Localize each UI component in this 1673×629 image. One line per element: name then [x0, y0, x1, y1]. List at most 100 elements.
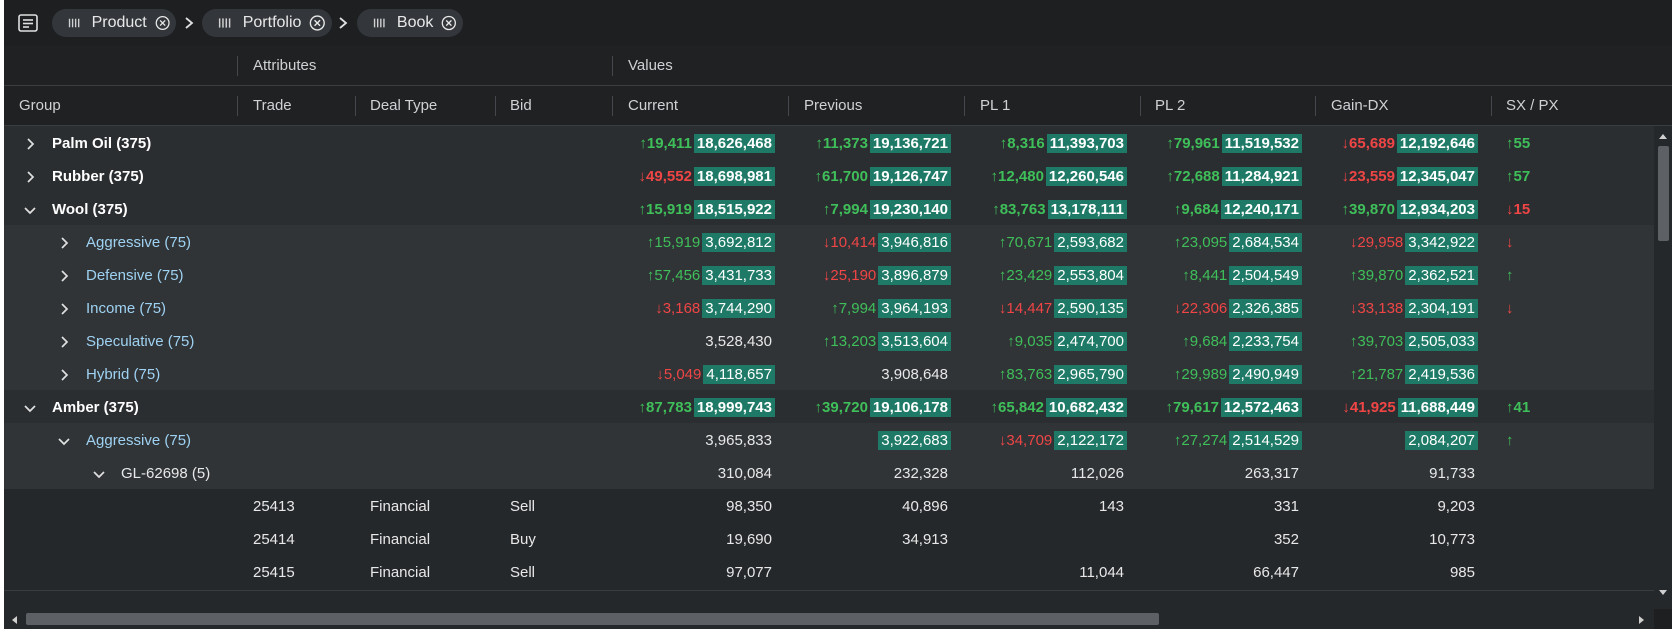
delta-value: 33,138	[1357, 300, 1404, 317]
table-menu-icon[interactable]	[17, 12, 39, 34]
chevron-right-icon[interactable]	[56, 301, 72, 317]
horizontal-scroll-thumb[interactable]	[26, 613, 1159, 625]
chevron-down-icon[interactable]	[56, 433, 72, 449]
remove-circle-icon[interactable]	[309, 14, 326, 32]
remove-circle-icon[interactable]	[441, 14, 457, 32]
grip-icon[interactable]	[218, 16, 233, 30]
group-row[interactable]: Palm Oil (375) ↑19,411 18,626,468 ↑11,373 19…	[4, 126, 1654, 162]
group-cell[interactable]: Speculative (75)	[56, 324, 194, 359]
group-chip-book[interactable]: Book	[357, 9, 463, 37]
group-chip-product[interactable]: Product	[52, 9, 176, 37]
chevron-right-icon[interactable]	[22, 169, 38, 185]
delta-value: 57,456	[654, 267, 701, 284]
grip-icon[interactable]	[68, 16, 82, 30]
delta-value: 7,994	[838, 300, 877, 317]
delta-up: ↑41	[1506, 399, 1530, 416]
delta-up: ↑79,617	[1166, 399, 1219, 416]
chevron-down-icon[interactable]	[22, 400, 38, 416]
delta-up: ↑39,870	[1342, 201, 1395, 218]
table-row[interactable]: 25414 Financial Buy 19,690 34,913 352 10,773	[4, 522, 1654, 558]
delta-value: 34,709	[1006, 432, 1053, 449]
group-cell[interactable]: Defensive (75)	[56, 258, 184, 293]
scroll-left-arrow-icon[interactable]	[10, 615, 18, 625]
scroll-up-arrow-icon[interactable]	[1658, 132, 1668, 140]
header-pl1[interactable]: PL 1	[980, 97, 1011, 114]
cell-value: 2,490,949	[1229, 365, 1302, 384]
group-label: Amber (375)	[52, 399, 139, 416]
chevron-right-icon[interactable]	[56, 268, 72, 284]
group-row[interactable]: GL-62698 (5) 310,084 232,328 112,026 263,317…	[4, 456, 1654, 492]
cell-value: 985	[1449, 564, 1475, 581]
group-row[interactable]: Amber (375) ↑87,783 18,999,743 ↑39,720 19,10…	[4, 390, 1654, 426]
vertical-scrollbar[interactable]	[1654, 126, 1672, 609]
group-cell[interactable]: Palm Oil (375)	[22, 126, 151, 161]
arrow-up-icon: ↑	[646, 234, 655, 251]
group-cell[interactable]: Hybrid (75)	[56, 357, 160, 392]
table-row[interactable]: 25413 Financial Sell 98,350 40,896 143 331 9,20…	[4, 489, 1654, 525]
gain-dx-cell: ↑39,870 12,934,203	[4, 192, 1478, 227]
header-sx-px[interactable]: SX / PX	[1506, 97, 1559, 114]
previous-cell: ↑7,994 3,964,193	[4, 291, 951, 326]
header-group-attributes[interactable]: Attributes	[253, 57, 317, 74]
header-deal-type[interactable]: Deal Type	[370, 97, 438, 114]
chevron-right-icon[interactable]	[22, 136, 38, 152]
delta-value: 65,842	[998, 399, 1044, 416]
header-pl2[interactable]: PL 2	[1155, 97, 1186, 114]
header-current[interactable]: Current	[628, 97, 679, 114]
group-row[interactable]: Speculative (75) 3,528,430 ↑13,203 3,513,60…	[4, 324, 1654, 360]
header-group-values[interactable]: Values	[628, 57, 673, 74]
grip-icon[interactable]	[373, 16, 387, 30]
delta-value: 57	[1513, 168, 1531, 185]
chevron-right-icon[interactable]	[56, 334, 72, 350]
header-group[interactable]: Group	[19, 97, 61, 114]
group-row[interactable]: Hybrid (75) ↓5,049 4,118,657 3,908,648 ↑83,7…	[4, 357, 1654, 393]
scroll-down-arrow-icon[interactable]	[1658, 589, 1668, 597]
pl1-cell: ↑70,671 2,593,682	[4, 225, 1127, 260]
group-cell[interactable]: GL-62698 (5)	[91, 456, 210, 491]
header-trade[interactable]: Trade	[253, 97, 292, 114]
group-row[interactable]: Income (75) ↓3,168 3,744,290 ↑7,994 3,964,19…	[4, 291, 1654, 327]
chevron-right-icon[interactable]	[56, 367, 72, 383]
chevron-right-icon[interactable]	[56, 235, 72, 251]
cell-value: 12,192,646	[1396, 134, 1478, 153]
delta-up: ↑9,684	[1182, 333, 1227, 350]
group-cell[interactable]: Amber (375)	[22, 390, 139, 425]
header-previous[interactable]: Previous	[804, 97, 863, 114]
remove-circle-icon[interactable]	[155, 14, 170, 32]
table-row[interactable]: 25415 Financial Sell 97,077 11,044 66,447 985	[4, 555, 1654, 591]
group-row[interactable]: Wool (375) ↑15,919 18,515,922 ↑7,994 19,230,…	[4, 192, 1654, 228]
cell-value: 3,342,922	[1405, 233, 1478, 252]
arrow-up-icon: ↑	[815, 135, 823, 152]
group-row[interactable]: Aggressive (75) 3,965,833 3,922,683 ↓34,709…	[4, 423, 1654, 459]
chevron-down-icon[interactable]	[22, 202, 38, 218]
cell-value: 3,965,833	[705, 432, 772, 449]
scroll-right-arrow-icon[interactable]	[1638, 615, 1646, 625]
group-row[interactable]: Rubber (375) ↓49,552 18,698,981 ↑61,700 19,1…	[4, 159, 1654, 195]
group-cell[interactable]: Wool (375)	[22, 192, 128, 227]
group-cell[interactable]: Rubber (375)	[22, 159, 144, 194]
group-row[interactable]: Aggressive (75) ↑15,919 3,692,812 ↓10,414 3,…	[4, 225, 1654, 261]
group-cell[interactable]: Aggressive (75)	[56, 423, 191, 458]
delta-up: ↑	[1506, 432, 1514, 449]
header-bid[interactable]: Bid	[510, 97, 532, 114]
pl2-cell: 352	[4, 522, 1302, 557]
header-gain-dx[interactable]: Gain-DX	[1331, 97, 1389, 114]
group-row[interactable]: Defensive (75) ↑57,456 3,431,733 ↓25,190 3,8…	[4, 258, 1654, 294]
arrow-down-icon: ↓	[1342, 399, 1350, 416]
group-label: Defensive (75)	[86, 267, 184, 284]
cell-value: 19,106,178	[869, 398, 951, 417]
cell-value: 2,684,534	[1229, 233, 1302, 252]
group-chip-portfolio[interactable]: Portfolio	[202, 9, 332, 37]
delta-up: ↑15,919	[647, 234, 700, 251]
delta-down: ↓14,447	[999, 300, 1052, 317]
pl1-cell: 11,044	[4, 555, 1127, 590]
vertical-scroll-thumb[interactable]	[1658, 146, 1669, 241]
group-cell[interactable]: Aggressive (75)	[56, 225, 191, 260]
chevron-down-icon[interactable]	[91, 466, 107, 482]
horizontal-scrollbar[interactable]	[4, 609, 1654, 629]
cell-value: 34,913	[902, 531, 948, 548]
group-label: Wool (375)	[52, 201, 128, 218]
group-cell[interactable]: Income (75)	[56, 291, 166, 326]
group-label: Aggressive (75)	[86, 234, 192, 251]
delta-value: 8,441	[1189, 267, 1228, 284]
